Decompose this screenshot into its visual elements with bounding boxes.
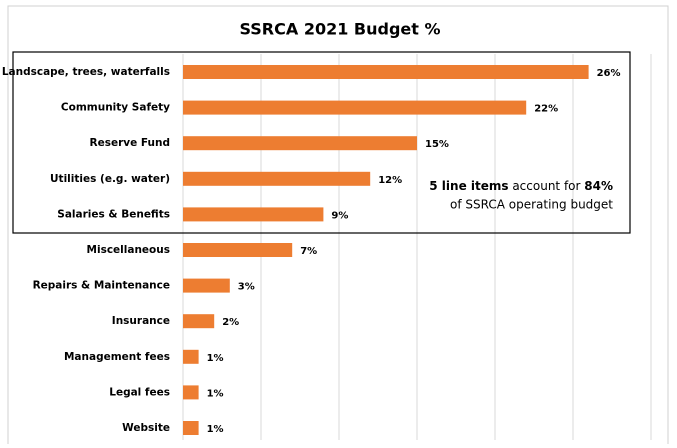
value-label: 12% <box>378 175 402 186</box>
bar <box>183 421 199 435</box>
bar <box>183 243 293 257</box>
value-label: 22% <box>534 104 558 115</box>
bar <box>183 314 215 329</box>
bar <box>183 349 199 364</box>
value-label: 15% <box>425 139 449 150</box>
annotation-bold: 5 line items <box>429 179 508 193</box>
value-label: 3% <box>238 282 255 293</box>
y-tick-label: Salaries & Benefits <box>57 208 170 220</box>
y-tick-label: Insurance <box>112 315 170 327</box>
value-label: 1% <box>207 353 224 364</box>
value-label: 2% <box>222 317 239 328</box>
highlight-box <box>12 51 631 234</box>
value-label: 9% <box>331 210 348 221</box>
grid <box>182 54 652 440</box>
value-label: 7% <box>300 246 317 257</box>
bars: Landscape, trees, waterfalls 26% Community… <box>2 65 621 435</box>
y-tick-label: Repairs & Maintenance <box>33 280 170 292</box>
bar <box>183 136 417 151</box>
y-tick-label: Landscape, trees, waterfalls <box>2 66 170 78</box>
y-tick-label: Management fees <box>64 351 170 363</box>
bar <box>183 65 589 79</box>
value-label: 1% <box>207 388 224 399</box>
chart-title: SSRCA 2021 Budget % <box>239 20 440 39</box>
value-label: 26% <box>597 68 621 79</box>
annotation-bold: 84% <box>584 179 613 193</box>
annotation-text: account for <box>509 179 585 193</box>
y-tick-label: Reserve Fund <box>90 137 171 149</box>
bar <box>183 100 527 115</box>
bar <box>183 207 324 222</box>
y-tick-label: Utilities (e.g. water) <box>50 173 170 185</box>
bar <box>183 278 230 293</box>
chart-frame <box>7 5 669 447</box>
y-tick-label: Website <box>122 422 170 434</box>
bar <box>183 171 371 186</box>
y-tick-label: Legal fees <box>109 386 170 398</box>
y-tick-label: Community Safety <box>61 102 170 114</box>
y-tick-label: Miscellaneous <box>87 244 170 256</box>
bar <box>183 385 199 400</box>
annotation: 5 line items account for 84% <box>429 179 613 193</box>
value-label: 1% <box>207 424 224 435</box>
annotation: of SSRCA operating budget <box>450 198 613 212</box>
